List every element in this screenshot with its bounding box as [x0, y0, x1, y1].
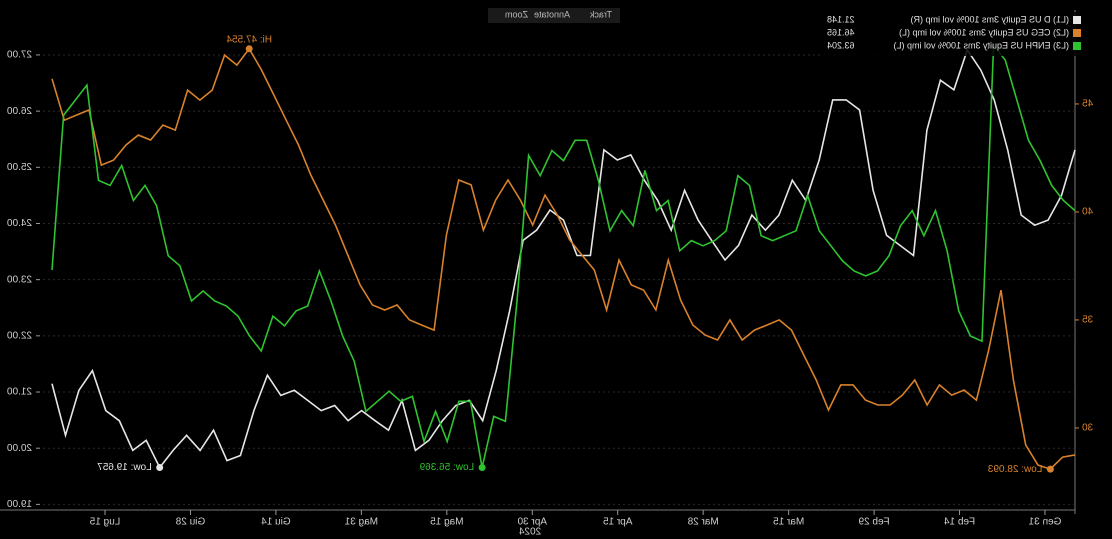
x-tick-label: Lug 15	[89, 517, 120, 528]
legend-value: 63.204	[827, 40, 855, 50]
y-tick-label: 27.00	[7, 50, 32, 61]
legend-swatch	[1073, 42, 1081, 50]
legend-value: 46.165	[827, 27, 855, 37]
legend-label: (L2) CEG US Equity 3ms 100% vol imp (L)	[899, 27, 1069, 37]
x-tick-label: Mag 15	[430, 517, 464, 528]
extreme-point	[245, 45, 253, 53]
x-tick-label: Feb 29	[858, 517, 890, 528]
x-tick-label: Gen 31	[1028, 517, 1061, 528]
y-tick-label: 19.00	[7, 499, 32, 510]
x-axis-label: 2024	[518, 527, 541, 538]
y-tick-label: 25.00	[7, 162, 32, 173]
toolbar-button[interactable]: Annotate	[534, 9, 570, 19]
y-tick-label: 22.00	[7, 330, 32, 341]
x-tick-label: Mar 28	[687, 517, 719, 528]
y-tick-label: 23.00	[7, 274, 32, 285]
chart-body: 19.00 20.00 21.00 22.00 23.00 24.00 25.00 26.00…	[0, 8, 1093, 538]
series-line	[51, 42, 1076, 468]
series-line	[51, 48, 1076, 469]
extreme-label: Low: 28.093	[987, 464, 1042, 475]
series-line	[51, 47, 1076, 471]
extreme-point	[156, 463, 164, 471]
y-tick-label: 20.00	[7, 443, 32, 454]
extreme-label: Low: 56.369	[419, 462, 474, 473]
x-tick-label: Mag 31	[344, 517, 378, 528]
legend-value: 21.148	[827, 14, 855, 24]
toolbar	[488, 8, 620, 23]
y2-tick-label: 35	[1082, 315, 1094, 326]
y2-tick-label: 40	[1082, 207, 1094, 218]
legend-swatch	[1073, 16, 1081, 24]
y2-tick-label: 45	[1082, 99, 1094, 110]
legend-label: (L3) ENPH US Equity 3ms 100% vol imp (L)	[893, 40, 1069, 50]
y-tick-label: 26.00	[7, 106, 32, 117]
extreme-point	[478, 464, 486, 472]
y2-tick-label: 30	[1082, 423, 1094, 434]
x-tick-label: Giu 28	[175, 517, 205, 528]
legend-box	[823, 12, 1085, 56]
toolbar-button[interactable]: Track	[589, 9, 612, 19]
x-tick-label: Mar 15	[773, 517, 805, 528]
y-tick-label: 21.00	[7, 387, 32, 398]
y-tick-label: 24.00	[7, 218, 32, 229]
extreme-point	[1046, 465, 1054, 473]
x-tick-label: Apr 15	[603, 517, 633, 528]
x-tick-label: Giu 14	[261, 517, 291, 528]
toolbar-button[interactable]: Zoom	[505, 9, 528, 19]
x-tick-label: Apr 30	[517, 517, 547, 528]
extreme-label: Low: 19.657	[97, 462, 152, 473]
legend-swatch	[1073, 29, 1081, 37]
x-tick-label: Feb 14	[944, 517, 976, 528]
legend-label: (L1) D US Equity 3ms 100% vol imp (R)	[910, 14, 1069, 24]
extreme-label: Hi: 47.554	[226, 34, 272, 45]
